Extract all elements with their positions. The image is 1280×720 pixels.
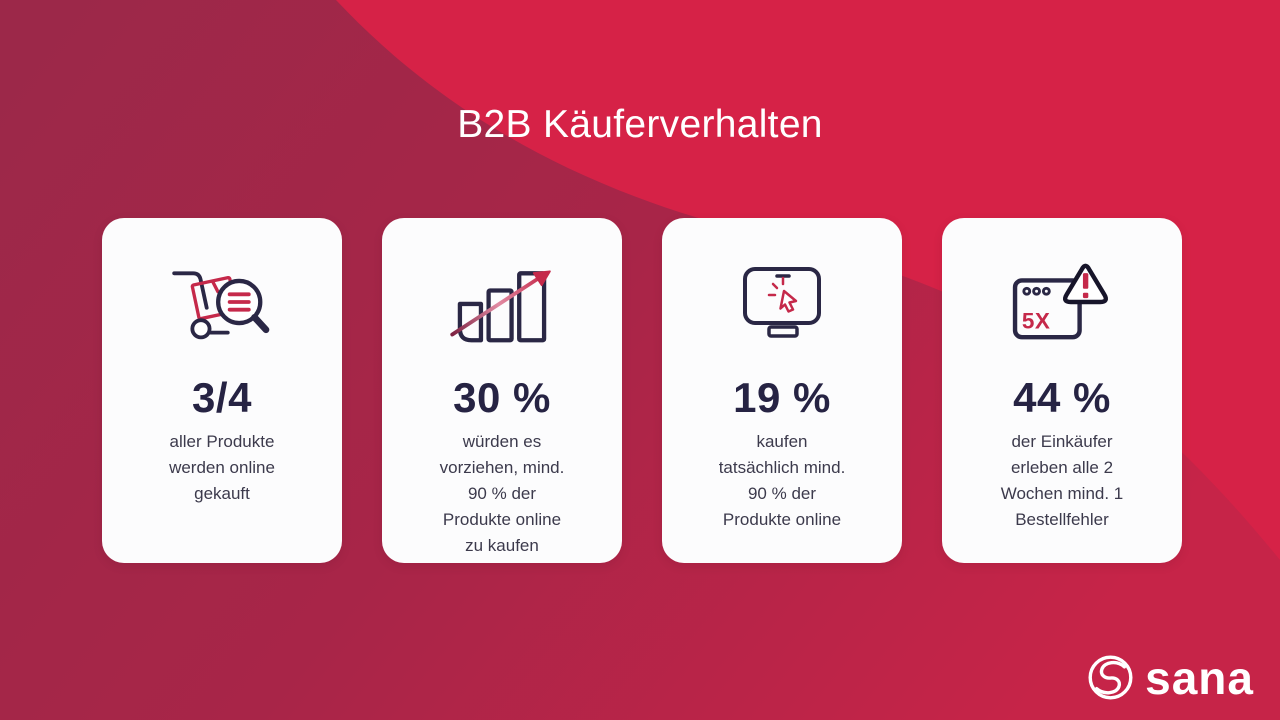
stat-card-order-errors: 5X 44 % der Einkäufer erleben alle 2 Woc… [942, 218, 1182, 563]
cart-magnifier-icon [164, 262, 280, 342]
stat-description: kaufen tatsächlich mind. 90 % der Produk… [718, 432, 846, 529]
stat-card-online-purchases: 3/4 aller Produkte werden online gekauft [102, 218, 342, 563]
bar-chart-growth-icon [444, 262, 560, 343]
stat-value: 30 % [453, 374, 551, 421]
stat-value: 19 % [733, 374, 831, 421]
monitor-click-icon [732, 262, 832, 342]
stat-description: würden es vorziehen, mind. 90 % der Prod… [439, 432, 565, 555]
sana-logo: sana [1087, 654, 1254, 701]
sana-logo-text: sana [1145, 651, 1254, 704]
sana-s-icon [1087, 654, 1134, 701]
stat-value: 3/4 [192, 374, 252, 421]
browser-error-icon: 5X [1006, 262, 1118, 342]
stat-card-actually-buy: 19 % kaufen tatsächlich mind. 90 % der P… [662, 218, 902, 563]
stat-cards: 3/4 aller Produkte werden online gekauft [102, 218, 1182, 563]
stat-description: der Einkäufer erleben alle 2 Wochen mind… [1000, 432, 1124, 529]
stat-card-prefer-online: 30 % würden es vorziehen, mind. 90 % der… [382, 218, 622, 563]
stat-value: 44 % [1013, 374, 1111, 421]
page-title: B2B Käuferverhalten [457, 103, 823, 146]
stat-description: aller Produkte werden online gekauft [169, 432, 275, 503]
error-count-label: 5X [1022, 308, 1051, 333]
